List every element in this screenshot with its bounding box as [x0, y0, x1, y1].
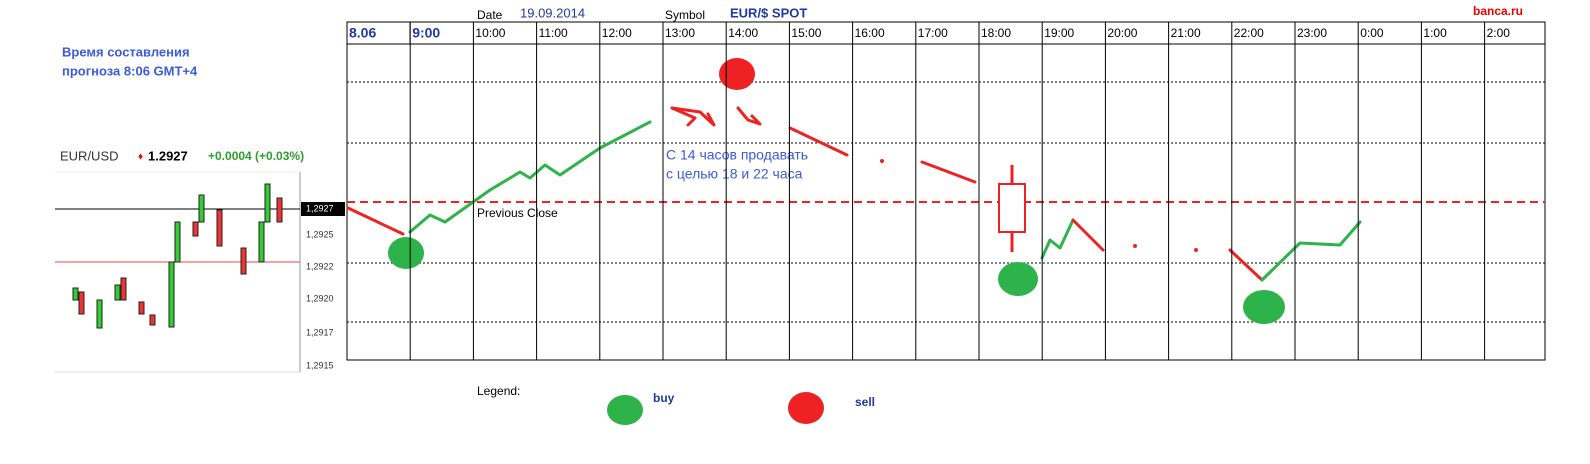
candle: [149, 314, 156, 326]
candle: [198, 194, 205, 223]
legend-buy: buy: [653, 391, 675, 405]
candle: [192, 221, 199, 237]
hour-label: 0:00: [1360, 26, 1384, 40]
candle: [138, 301, 145, 315]
sell-stroke: [1228, 248, 1264, 282]
date: 19.09.2014: [520, 5, 585, 20]
hour-label: 10:00: [475, 26, 505, 40]
hour-label: 21:00: [1171, 26, 1201, 40]
axis-label: 1,2915: [306, 360, 334, 370]
candle: [240, 247, 247, 275]
candle: [258, 221, 265, 263]
hour-label: 20:00: [1107, 26, 1137, 40]
candle: [78, 291, 85, 315]
forecast-note: С 14 часов продавать: [666, 147, 808, 163]
hour-label: 13:00: [665, 26, 695, 40]
candle: [216, 209, 223, 247]
hour-label: 8.06: [349, 25, 376, 41]
hour-label: 18:00: [981, 26, 1011, 40]
axis-label: 1,2920: [306, 293, 334, 303]
axis-label: 1,2925: [306, 229, 334, 239]
arrow: [670, 106, 697, 127]
quote-change: +0.0004 (+0.03%): [208, 149, 304, 163]
sell-marker: [719, 58, 755, 90]
hour-label: 14:00: [728, 26, 758, 40]
legend-title: Legend:: [477, 384, 520, 398]
hour-label: 16:00: [855, 26, 885, 40]
quote-symbol: EUR/USD: [60, 148, 119, 163]
hour-label: 23:00: [1297, 26, 1327, 40]
sell-stroke: [788, 126, 849, 157]
sell-stroke: [920, 160, 977, 184]
hour-label: 12:00: [602, 26, 632, 40]
buy-marker: [1243, 290, 1285, 324]
legend-buy-swatch: [607, 395, 643, 425]
hour-label: 2:00: [1487, 26, 1511, 40]
candle: [72, 287, 79, 301]
hour-label: 17:00: [918, 26, 948, 40]
candle: [276, 197, 283, 223]
symbol: EUR/$ SPOT: [730, 5, 807, 20]
price-badge: [301, 202, 345, 216]
date-label: Date: [477, 8, 503, 22]
buy-marker: [998, 262, 1038, 296]
hour-label: 19:00: [1044, 26, 1074, 40]
quote-price: 1.2927: [148, 148, 188, 163]
buy-stroke: [408, 120, 652, 234]
candle: [120, 277, 127, 301]
axis-label: 1,2922: [306, 261, 334, 271]
buy-stroke: [1040, 218, 1075, 260]
axis-label: 1,2917: [306, 327, 334, 337]
hour-label: 15:00: [791, 26, 821, 40]
note-line: Время составления: [62, 44, 190, 59]
forecast-grid: [346, 21, 1546, 361]
legend-sell-swatch: [788, 392, 824, 424]
frame: [346, 21, 1546, 361]
quote-icon: ♦: [138, 152, 143, 163]
arrow: [670, 106, 716, 127]
candle: [114, 284, 121, 301]
symbol-label: Symbol: [665, 8, 705, 22]
legend-sell: sell: [855, 395, 875, 409]
hour-label: 22:00: [1234, 26, 1264, 40]
forecast-note: с целью 18 и 22 часа: [666, 166, 803, 182]
axis-label: 1,2927: [306, 203, 334, 213]
hour-label: 1:00: [1423, 26, 1447, 40]
hour-label: 11:00: [539, 26, 568, 40]
sell-stroke: [346, 206, 405, 236]
candle: [168, 261, 175, 328]
candle: [264, 183, 271, 223]
mini-chart: [55, 171, 301, 373]
dot: [1133, 244, 1137, 248]
buy-stroke: [1260, 220, 1362, 282]
brand: banca.ru: [1473, 4, 1523, 18]
candle-body: [998, 183, 1026, 233]
sell-stroke: [1071, 218, 1105, 252]
candle: [174, 221, 181, 263]
buy-marker: [388, 237, 424, 269]
candle: [96, 299, 103, 329]
note-line: прогноза 8:06 GMT+4: [62, 63, 198, 78]
previous-close-label: Previous Close: [477, 206, 558, 220]
hour-label: 9:00: [412, 25, 440, 41]
dot: [1194, 248, 1198, 252]
arrow: [736, 106, 762, 126]
dot: [880, 159, 884, 163]
